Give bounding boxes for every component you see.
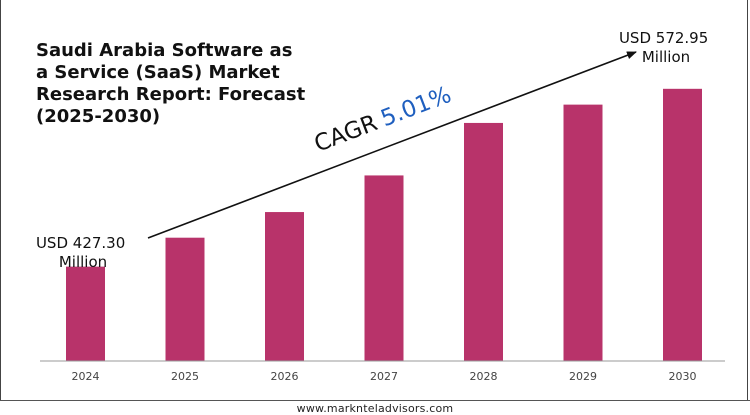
x-tick-2029: 2029 (569, 370, 597, 383)
start-value-line2: Million (59, 253, 107, 271)
x-tick-2025: 2025 (171, 370, 199, 383)
end-value-line1: USD 572.95 (619, 29, 708, 47)
x-tick-2030: 2030 (669, 370, 697, 383)
bar-2026 (265, 212, 304, 361)
bars-group (66, 88, 702, 361)
cagr-annotation: CAGR5.01% (311, 82, 455, 158)
x-tick-2027: 2027 (370, 370, 398, 383)
bar-chart: 2024 2025 2026 2027 2028 2029 2030 CAGR5.01% U… (36, 29, 725, 383)
x-tick-labels: 2024 2025 2026 2027 2028 2029 2030 (72, 370, 697, 383)
bar-2024 (66, 266, 105, 361)
bar-2028 (464, 122, 503, 361)
end-value-line2: Million (642, 48, 690, 66)
cagr-label: CAGR (311, 110, 381, 158)
x-tick-2026: 2026 (271, 370, 299, 383)
start-value-line1: USD 427.30 (36, 234, 125, 252)
chart-frame (0, 0, 748, 400)
svg-text:CAGR5.01%: CAGR5.01% (311, 82, 455, 158)
x-tick-2028: 2028 (470, 370, 498, 383)
bar-2025 (165, 237, 205, 361)
bar-2029 (563, 104, 603, 361)
footer-url[interactable]: www.marknteladvisors.com (296, 402, 454, 415)
bar-2030 (663, 88, 702, 361)
footer-divider (0, 400, 750, 401)
end-value-label: USD 572.95 Million (619, 29, 713, 66)
x-tick-2024: 2024 (72, 370, 100, 383)
cagr-trend-arrow (147, 51, 637, 239)
bar-2027 (364, 175, 404, 361)
chart-title: Saudi Arabia Software as a Service (SaaS… (36, 40, 306, 127)
start-value-label: USD 427.30 Million (36, 234, 130, 271)
